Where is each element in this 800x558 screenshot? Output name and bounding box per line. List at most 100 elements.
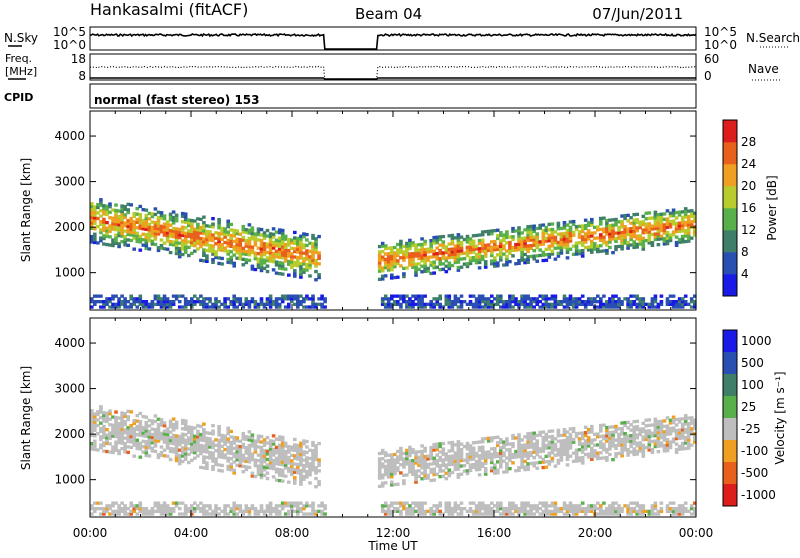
velocity-cell [420, 501, 424, 505]
velocity-cell [205, 464, 209, 468]
power-cell [408, 244, 412, 248]
velocity-cell [665, 440, 670, 445]
x-tick-label: 08:00 [275, 526, 310, 540]
velocity-cell [532, 507, 536, 511]
power-cell [232, 239, 236, 243]
power-cell [686, 225, 691, 230]
power-cell [244, 252, 249, 256]
power-cell [274, 302, 279, 306]
power-cell [556, 224, 561, 228]
power-cell [202, 259, 206, 263]
velocity-cell [247, 446, 252, 450]
power-cell [477, 247, 482, 251]
power-cell [156, 229, 161, 233]
power-cell [632, 302, 636, 306]
velocity-cell [296, 457, 300, 461]
velocity-cell [129, 504, 133, 508]
velocity-cell [153, 430, 158, 434]
velocity-cell [614, 454, 618, 459]
velocity-cell [129, 437, 133, 441]
velocity-cell [105, 419, 109, 424]
power-cell [150, 220, 155, 224]
power-cell [268, 300, 273, 304]
power-cell [550, 238, 555, 243]
power-cell [562, 234, 567, 238]
velocity-cell [138, 420, 143, 424]
velocity-cell [190, 445, 194, 449]
power-cell [390, 257, 394, 261]
velocity-cell [232, 504, 236, 508]
power-cell [153, 242, 158, 247]
power-cell [271, 251, 276, 256]
velocity-cell [144, 442, 149, 447]
power-cell [562, 240, 567, 244]
velocity-cell [653, 423, 658, 427]
power-cell [583, 218, 588, 222]
velocity-cell [508, 456, 512, 460]
velocity-cell [565, 463, 570, 467]
velocity-cell [402, 451, 406, 456]
power-cell [653, 213, 658, 217]
power-cell [411, 252, 415, 256]
velocity-cell [162, 432, 167, 436]
velocity-cell [208, 431, 212, 435]
velocity-cell [177, 462, 182, 466]
velocity-cell [123, 428, 127, 432]
power-cell [190, 218, 194, 223]
velocity-cell [514, 469, 518, 473]
colorbar-tick-label: 25 [741, 400, 756, 414]
power-cell [620, 233, 624, 237]
power-cell [253, 237, 258, 242]
power-cell [277, 241, 282, 246]
power-cell [302, 300, 306, 304]
velocity-cell [183, 449, 188, 453]
velocity-cell [423, 463, 427, 467]
power-cell [559, 237, 564, 241]
velocity-cell [226, 467, 230, 471]
power-cell [183, 305, 188, 309]
velocity-cell [593, 507, 597, 511]
power-cell [274, 300, 279, 304]
velocity-cell [290, 461, 294, 466]
velocity-cell [423, 454, 427, 459]
velocity-cell [511, 461, 515, 465]
power-cell [317, 251, 321, 255]
velocity-cell [393, 463, 397, 468]
velocity-cell [196, 448, 200, 453]
velocity-cell [532, 436, 536, 441]
velocity-cell [553, 437, 558, 441]
velocity-cell [405, 454, 409, 458]
velocity-cell [538, 455, 542, 459]
velocity-cell [520, 454, 524, 458]
velocity-cell [608, 433, 612, 437]
velocity-cell [111, 423, 115, 427]
power-cell [280, 261, 285, 265]
power-cell [229, 250, 233, 254]
velocity-cell [111, 445, 115, 449]
velocity-cell [553, 507, 558, 511]
velocity-cell [126, 417, 130, 422]
power-cell [662, 212, 667, 216]
velocity-cell [414, 509, 418, 513]
power-cell [138, 223, 143, 228]
velocity-cell [550, 459, 555, 463]
velocity-cell [199, 432, 203, 437]
velocity-cell [471, 454, 476, 459]
velocity-cell [577, 439, 582, 444]
velocity-cell [671, 440, 676, 444]
velocity-cell [529, 512, 533, 516]
power-cell [623, 297, 627, 301]
power-cell [311, 302, 315, 306]
velocity-cell [138, 455, 143, 459]
velocity-cell [280, 446, 285, 450]
velocity-cell [241, 434, 246, 438]
velocity-cell [526, 456, 530, 460]
velocity-cell [123, 447, 127, 451]
power-cell [514, 300, 518, 304]
velocity-cell [123, 450, 127, 454]
power-cell [420, 259, 424, 263]
power-cell [659, 300, 664, 304]
velocity-cell [268, 461, 273, 465]
velocity-cell [577, 509, 582, 513]
power-cell [483, 254, 488, 258]
